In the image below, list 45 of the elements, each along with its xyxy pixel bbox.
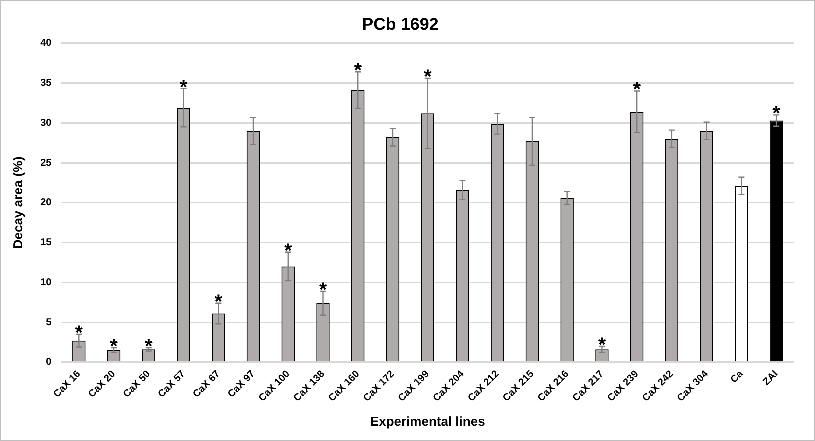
x-axis-title: Experimental lines xyxy=(370,414,486,429)
annotation: * xyxy=(75,322,84,344)
annotation: * xyxy=(772,103,781,126)
x-tick-label: CaX 67 xyxy=(191,368,224,400)
x-tick-label: CaX 20 xyxy=(86,368,118,400)
annotation: * xyxy=(354,60,362,82)
x-tick-label: CaX 304 xyxy=(676,368,712,404)
y-tick-label: 15 xyxy=(40,238,52,249)
annotation: * xyxy=(214,291,223,314)
annotation: * xyxy=(424,66,432,88)
x-tick-label: CaX 212 xyxy=(466,368,502,404)
x-tick-label: ZAI xyxy=(761,368,781,388)
x-tick-label: CaX 215 xyxy=(501,368,537,404)
x-tick-label: CaX 217 xyxy=(570,368,607,404)
x-tick-label: CaX 216 xyxy=(536,368,572,404)
y-tick-label: 0 xyxy=(46,357,52,368)
annotation: * xyxy=(633,79,642,102)
y-tick-label: 25 xyxy=(40,158,52,169)
y-tick-label: 40 xyxy=(40,38,52,50)
x-tick-label: CaX 172 xyxy=(362,368,398,404)
annotation: * xyxy=(319,279,328,302)
x-tick-label: CaX 16 xyxy=(52,368,84,400)
y-tick-label: 30 xyxy=(40,118,52,129)
y-tick-label: 10 xyxy=(40,277,52,288)
x-tick-label: CaX 97 xyxy=(226,368,258,400)
annotation: * xyxy=(284,240,292,262)
y-axis-title: Decay area (%) xyxy=(10,156,26,250)
x-tick-label: CaX 50 xyxy=(122,368,154,400)
y-tick-label: 35 xyxy=(40,78,52,90)
x-tick-label: CaX 239 xyxy=(606,368,642,404)
x-tick-label: Ca xyxy=(728,368,746,386)
x-tick-label: CaX 199 xyxy=(396,368,432,404)
x-tick-label: CaX 100 xyxy=(257,368,293,404)
y-tick-label: 20 xyxy=(40,198,52,209)
annotation: * xyxy=(110,336,118,358)
y-tick-label: 5 xyxy=(46,317,52,328)
x-tick-label: CaX 138 xyxy=(292,368,328,404)
x-tick-label: CaX 204 xyxy=(432,368,468,404)
annotation: * xyxy=(598,334,606,356)
annotation: * xyxy=(180,76,188,99)
x-tick-label: CaX 242 xyxy=(640,368,676,404)
x-tick-label: CaX 160 xyxy=(326,368,362,404)
annotation: * xyxy=(145,336,153,358)
chart-title: PCb 1692 xyxy=(362,14,439,34)
x-tick-label: CaX 57 xyxy=(156,368,188,400)
